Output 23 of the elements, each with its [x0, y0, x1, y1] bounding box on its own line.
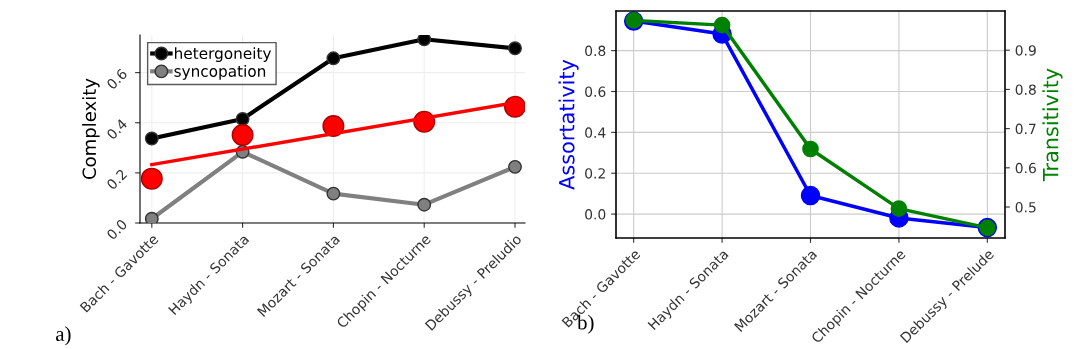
point	[802, 140, 819, 158]
y-tick-label: 0.4	[585, 127, 606, 138]
y-tick-label: 0.2	[105, 168, 128, 191]
point	[800, 185, 821, 206]
y2-axis-title: Transitivity	[1042, 68, 1063, 182]
y-tick-label: 0.4	[105, 118, 128, 141]
y-tick-label: 0.2	[585, 168, 605, 179]
y2-tick-label: 0.9	[1015, 45, 1036, 56]
y-axis-title: Complexity	[82, 78, 100, 179]
text: a)	[56, 326, 71, 346]
y-tick-label: 0.6	[105, 68, 128, 90]
y2-tick-label: 0.5	[1015, 202, 1036, 213]
y-tick-label: 0.0	[585, 209, 606, 220]
legend-label: syncopation	[174, 65, 266, 80]
y-tick-label: 0.8	[585, 45, 606, 57]
point	[713, 16, 731, 34]
y2-tick-label: 0.7	[1015, 123, 1036, 135]
y2-tick-label: 0.6	[1015, 162, 1036, 174]
point	[890, 200, 908, 217]
y-axis-title: Assortativity	[558, 59, 579, 190]
y-tick-label: 0.6	[585, 86, 606, 97]
legend-label: hetergoneity	[175, 47, 272, 63]
y2-tick-label: 0.8	[1015, 84, 1036, 95]
